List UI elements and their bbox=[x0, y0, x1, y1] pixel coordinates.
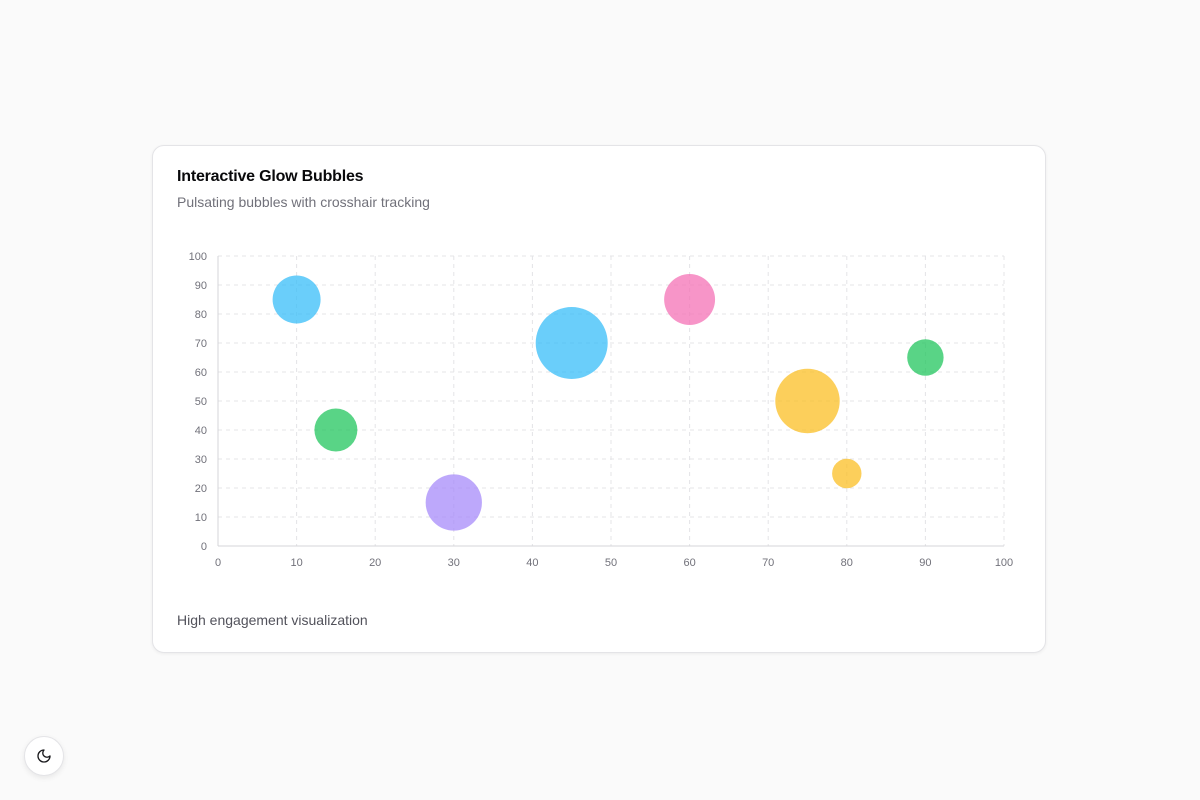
y-tick-label: 10 bbox=[195, 512, 207, 524]
y-tick-label: 20 bbox=[195, 483, 207, 495]
y-tick-label: 80 bbox=[195, 309, 207, 321]
x-tick-label: 100 bbox=[995, 557, 1013, 569]
y-tick-label: 90 bbox=[195, 280, 207, 292]
chart-subtitle: Pulsating bubbles with crosshair trackin… bbox=[177, 194, 430, 210]
chart-card: Interactive Glow Bubbles Pulsating bubbl… bbox=[152, 145, 1046, 653]
y-tick-label: 60 bbox=[195, 367, 207, 379]
bubble-point[interactable] bbox=[425, 474, 482, 531]
bubble-point[interactable] bbox=[314, 408, 358, 452]
y-tick-label: 50 bbox=[195, 396, 207, 408]
y-tick-label: 0 bbox=[201, 541, 207, 553]
x-tick-label: 0 bbox=[215, 557, 221, 569]
grid bbox=[218, 255, 1005, 546]
y-tick-label: 100 bbox=[189, 251, 207, 263]
bubble-point[interactable] bbox=[832, 458, 862, 489]
x-tick-label: 10 bbox=[290, 557, 302, 569]
y-tick-label: 70 bbox=[195, 338, 207, 350]
bubbles[interactable] bbox=[272, 274, 944, 531]
chart-footer: High engagement visualization bbox=[177, 612, 368, 628]
moon-icon bbox=[36, 748, 52, 764]
y-tick-label: 30 bbox=[195, 454, 207, 466]
y-tick-label: 40 bbox=[195, 425, 207, 437]
chart-title: Interactive Glow Bubbles bbox=[177, 168, 364, 185]
x-tick-label: 40 bbox=[526, 557, 538, 569]
bubble-point[interactable] bbox=[272, 275, 321, 324]
bubble-chart[interactable]: 0 10 20 30 40 50 60 70 80 90 100 0 10 20 30 40 50 60 70 80 9… bbox=[153, 146, 1047, 586]
x-tick-label: 50 bbox=[605, 557, 617, 569]
x-tick-label: 80 bbox=[841, 557, 853, 569]
bubble-point[interactable] bbox=[535, 307, 608, 379]
bubble-point[interactable] bbox=[775, 368, 840, 434]
x-tick-label: 60 bbox=[683, 557, 695, 569]
axes: 0 10 20 30 40 50 60 70 80 90 100 0 10 20 30 40 50 60 70 80 9… bbox=[189, 251, 1014, 569]
bubble-point[interactable] bbox=[664, 274, 716, 325]
x-tick-label: 70 bbox=[762, 557, 774, 569]
theme-toggle-button[interactable] bbox=[24, 736, 64, 776]
x-tick-label: 90 bbox=[919, 557, 931, 569]
x-tick-label: 20 bbox=[369, 557, 381, 569]
bubble-point[interactable] bbox=[907, 339, 944, 376]
x-tick-label: 30 bbox=[448, 557, 460, 569]
